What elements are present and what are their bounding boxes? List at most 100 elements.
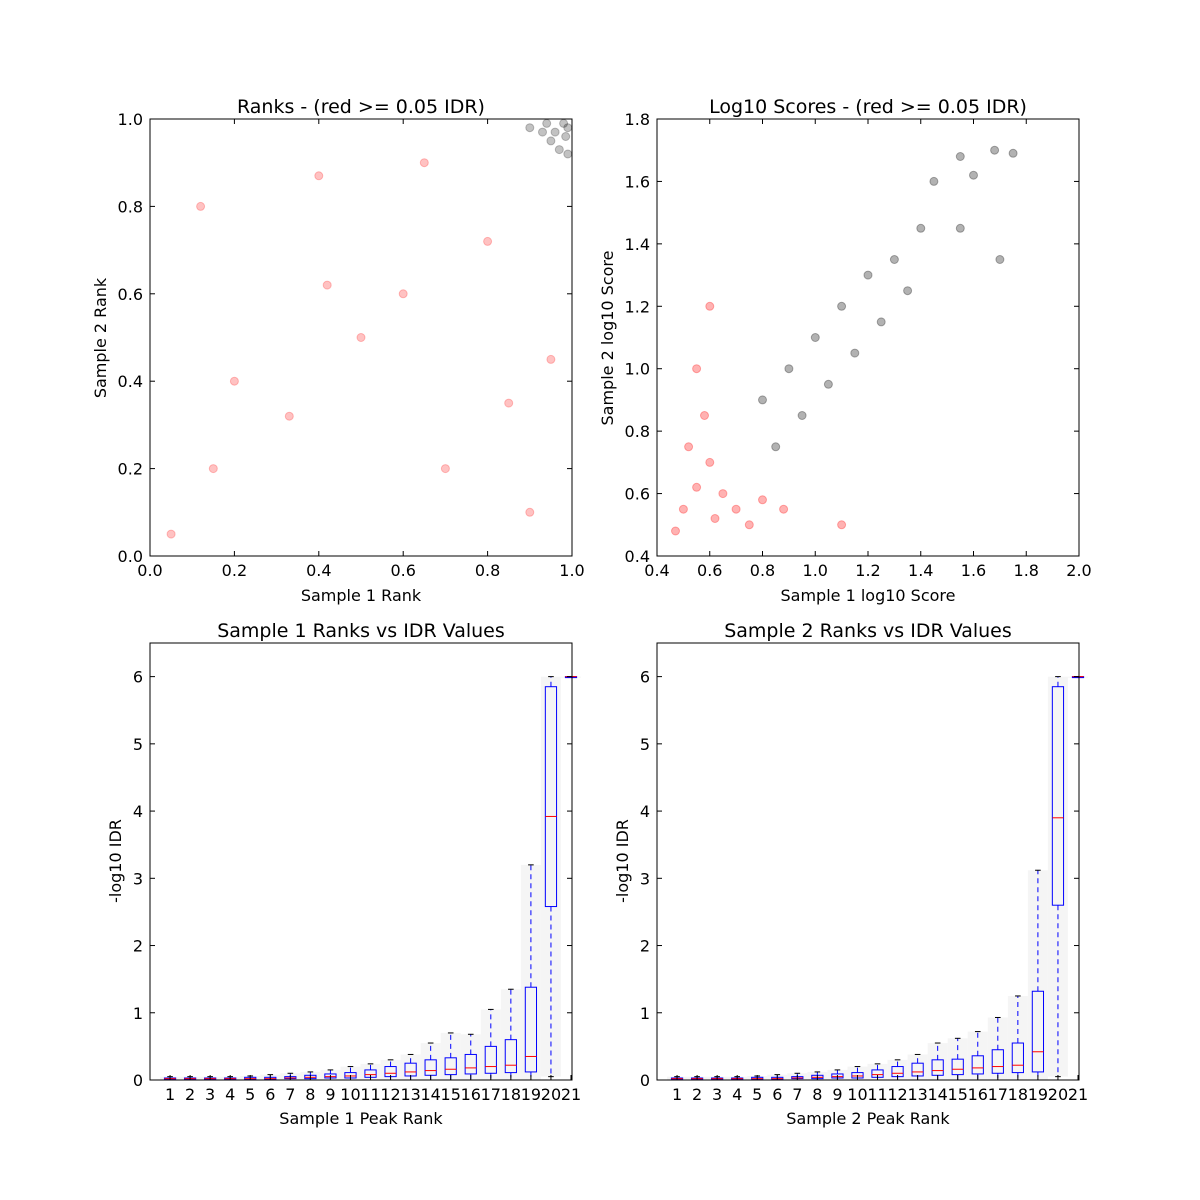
- x-tick-label: 15: [441, 1085, 461, 1104]
- scatter-point: [563, 149, 573, 159]
- x-tick-label: 18: [501, 1085, 521, 1104]
- point-cloud: [540, 676, 561, 1077]
- scatter-point: [684, 442, 694, 452]
- x-tick-label: 1.2: [855, 561, 880, 580]
- x-tick-label: 6: [265, 1085, 275, 1104]
- y-tick-label: 4: [133, 802, 143, 821]
- x-tick-label: 1: [165, 1085, 175, 1104]
- scatter-point: [758, 395, 767, 405]
- box: [464, 1053, 477, 1075]
- scatter-point: [356, 333, 366, 342]
- y-tick-label: 0.6: [625, 485, 650, 504]
- box: [444, 1057, 457, 1076]
- scatter-point: [166, 529, 176, 539]
- y-axis-label: Sample 2 log10 Score: [598, 251, 617, 426]
- y-tick-label: 6: [640, 668, 650, 687]
- scatter-point: [718, 489, 728, 499]
- x-tick-label: 10: [847, 1085, 867, 1104]
- y-tick-label: 1.8: [625, 110, 650, 129]
- scatter-point: [995, 255, 1005, 264]
- y-tick-label: 0.0: [118, 547, 143, 566]
- scatter-point: [546, 136, 556, 146]
- scatter-point: [525, 507, 535, 517]
- scatter-point: [554, 145, 564, 155]
- scatter-point: [692, 482, 702, 492]
- x-tick-label: 0.6: [390, 561, 415, 580]
- x-tick-label: 10: [340, 1085, 360, 1104]
- x-tick-label: 20: [1048, 1085, 1068, 1104]
- scatter-point: [419, 158, 429, 168]
- y-tick-label: 5: [640, 735, 650, 754]
- scatter-point: [863, 270, 873, 280]
- x-tick-label: 0.0: [137, 561, 162, 580]
- scatter-point: [440, 464, 450, 474]
- x-tick-label: 0.8: [475, 561, 500, 580]
- box: [524, 986, 538, 1073]
- point-cloud: [847, 1066, 868, 1080]
- scatter-point: [771, 442, 781, 452]
- x-tick-label: 0.6: [697, 561, 722, 580]
- x-tick-label: 1.6: [961, 561, 986, 580]
- box: [991, 1049, 1004, 1074]
- scatter-point: [483, 236, 493, 246]
- scatter-point: [284, 411, 294, 421]
- x-tick-label: 16: [461, 1085, 481, 1104]
- scatter-point: [969, 170, 978, 180]
- x-tick-label: 13: [907, 1085, 927, 1104]
- tick-group: 0.4 0.6 0.8 1.0 1.2 1.4 1.6 1.8 2.0 0.4 0.6 0.8 1.0 1…: [625, 110, 1092, 580]
- y-tick-label: 4: [640, 802, 650, 821]
- scatter-point: [784, 364, 794, 374]
- x-tick-label: 5: [245, 1085, 255, 1104]
- point-cloud: [380, 1059, 401, 1080]
- chart-title: Ranks - (red >= 0.05 IDR): [237, 96, 485, 118]
- scatter-point: [990, 145, 1000, 155]
- point-cloud: [867, 1063, 888, 1080]
- box-marks: [160, 676, 582, 1081]
- point-cloud: [1027, 870, 1048, 1080]
- x-axis-label: Sample 1 Peak Rank: [279, 1109, 443, 1128]
- y-tick-label: 0.2: [118, 460, 143, 479]
- scatter-point: [678, 504, 688, 514]
- scatter-point: [758, 495, 767, 505]
- scatter-point: [692, 364, 702, 374]
- y-tick-label: 1.6: [625, 172, 650, 191]
- y-tick-label: 5: [133, 735, 143, 754]
- x-tick-label: 4: [225, 1085, 235, 1104]
- point-cloud: [887, 1059, 908, 1080]
- scatter-point: [705, 457, 715, 467]
- ranks-scatter-panel: Ranks - (red >= 0.05 IDR) Sample 1 Rank …: [91, 96, 585, 605]
- x-tick-label: 20: [541, 1085, 561, 1104]
- scatter-marks: [166, 118, 573, 539]
- scatter-point: [542, 118, 552, 128]
- x-tick-label: 21: [1068, 1085, 1088, 1104]
- scatter-point: [1008, 148, 1018, 158]
- point-cloud: [907, 1054, 928, 1080]
- scatter-point: [561, 132, 571, 141]
- x-tick-label: 12: [887, 1085, 907, 1104]
- box: [504, 1039, 517, 1074]
- y-axis-label: -log10 IDR: [613, 819, 632, 903]
- scatter-point: [955, 223, 965, 233]
- x-tick-label: 13: [400, 1085, 420, 1104]
- x-tick-label: 1.0: [803, 561, 828, 580]
- y-tick-label: 1: [133, 1004, 143, 1023]
- box: [544, 686, 558, 908]
- point-cloud: [827, 1069, 848, 1080]
- scatter-point: [705, 301, 715, 311]
- box: [1031, 990, 1045, 1073]
- x-tick-label: 0.4: [644, 561, 669, 580]
- x-tick-label: 0.8: [750, 561, 775, 580]
- scatter-point: [916, 223, 926, 233]
- point-cloud: [360, 1063, 381, 1080]
- scatter-point: [929, 176, 939, 186]
- plot-frame: [149, 642, 573, 1081]
- x-tick-label: 14: [927, 1085, 947, 1104]
- scatter-point: [779, 504, 789, 514]
- box: [484, 1045, 497, 1074]
- y-tick-label: 0.8: [625, 422, 650, 441]
- scatter-point: [837, 301, 847, 311]
- chart-title: Sample 1 Ranks vs IDR Values: [217, 620, 505, 642]
- point-cloud: [1047, 676, 1068, 1077]
